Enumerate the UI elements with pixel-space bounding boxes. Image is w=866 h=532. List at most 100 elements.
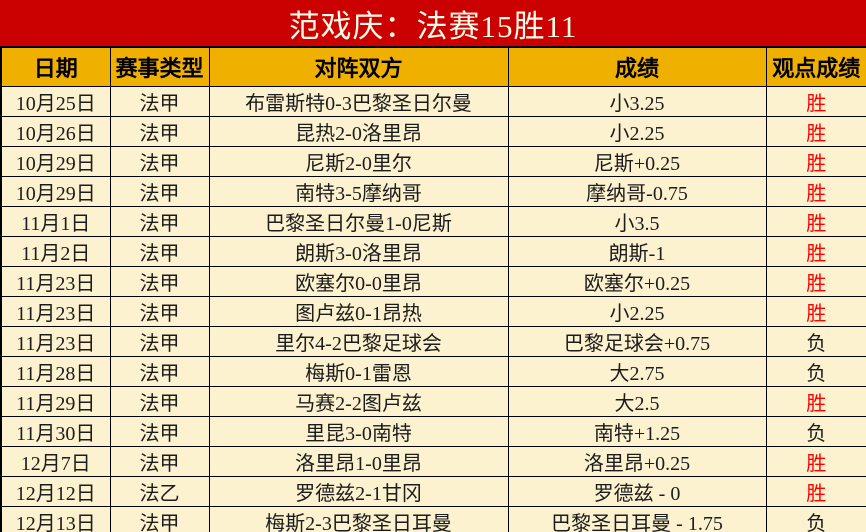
table-row: 11月1日 法甲 巴黎圣日尔曼1-0尼斯 小3.5 胜 bbox=[0, 206, 866, 237]
table-header: 日期 赛事类型 对阵双方 成绩 观点成绩 bbox=[0, 46, 866, 87]
league-cell: 法乙 bbox=[109, 476, 210, 507]
result-cell: 朗斯-1 bbox=[507, 236, 767, 267]
col-header-result: 成绩 bbox=[507, 46, 767, 87]
verdict-cell: 胜 bbox=[765, 116, 866, 147]
table-row: 11月23日 法甲 图卢兹0-1昂热 小2.25 胜 bbox=[0, 296, 866, 327]
verdict-cell: 胜 bbox=[765, 236, 866, 267]
verdict-cell: 胜 bbox=[765, 296, 866, 327]
verdict-cell: 胜 bbox=[765, 386, 866, 417]
verdict-cell: 负 bbox=[765, 506, 866, 532]
match-cell: 朗斯3-0洛里昂 bbox=[208, 236, 509, 267]
verdict-cell: 胜 bbox=[765, 86, 866, 117]
result-cell: 大2.5 bbox=[507, 386, 767, 417]
league-cell: 法甲 bbox=[109, 146, 210, 177]
match-cell: 罗德兹2-1甘冈 bbox=[208, 476, 509, 507]
date-cell: 11月23日 bbox=[0, 326, 111, 357]
verdict-cell: 负 bbox=[765, 356, 866, 387]
table-row: 10月29日 法甲 南特3-5摩纳哥 摩纳哥-0.75 胜 bbox=[0, 176, 866, 207]
result-cell: 巴黎圣日耳曼 - 1.75 bbox=[507, 506, 767, 532]
table-row: 11月2日 法甲 朗斯3-0洛里昂 朗斯-1 胜 bbox=[0, 236, 866, 267]
title-bar: 范戏庆：法赛15胜11 bbox=[0, 0, 866, 46]
result-cell: 小2.25 bbox=[507, 296, 767, 327]
result-cell: 罗德兹 - 0 bbox=[507, 476, 767, 507]
result-cell: 小2.25 bbox=[507, 116, 767, 147]
league-cell: 法甲 bbox=[109, 446, 210, 477]
table-body: 10月25日 法甲 布雷斯特0-3巴黎圣日尔曼 小3.25 胜 10月26日 法… bbox=[0, 86, 866, 532]
page-title: 范戏庆：法赛15胜11 bbox=[288, 8, 578, 44]
date-cell: 12月13日 bbox=[0, 506, 111, 532]
verdict-cell: 胜 bbox=[765, 476, 866, 507]
date-cell: 11月1日 bbox=[0, 206, 111, 237]
result-cell: 巴黎足球会+0.75 bbox=[507, 326, 767, 357]
result-cell: 欧塞尔+0.25 bbox=[507, 266, 767, 297]
col-header-verdict: 观点成绩 bbox=[765, 46, 866, 87]
league-cell: 法甲 bbox=[109, 386, 210, 417]
league-cell: 法甲 bbox=[109, 86, 210, 117]
date-cell: 11月29日 bbox=[0, 386, 111, 417]
match-cell: 马赛2-2图卢兹 bbox=[208, 386, 509, 417]
league-cell: 法甲 bbox=[109, 356, 210, 387]
league-cell: 法甲 bbox=[109, 116, 210, 147]
match-cell: 尼斯2-0里尔 bbox=[208, 146, 509, 177]
verdict-cell: 胜 bbox=[765, 446, 866, 477]
result-cell: 小3.5 bbox=[507, 206, 767, 237]
table-row: 10月26日 法甲 昆热2-0洛里昂 小2.25 胜 bbox=[0, 116, 866, 147]
result-cell: 小3.25 bbox=[507, 86, 767, 117]
header-row: 日期 赛事类型 对阵双方 成绩 观点成绩 bbox=[0, 46, 866, 87]
league-cell: 法甲 bbox=[109, 206, 210, 237]
result-cell: 洛里昂+0.25 bbox=[507, 446, 767, 477]
table-row: 12月13日 法甲 梅斯2-3巴黎圣日耳曼 巴黎圣日耳曼 - 1.75 负 bbox=[0, 506, 866, 532]
date-cell: 11月23日 bbox=[0, 296, 111, 327]
verdict-cell: 胜 bbox=[765, 146, 866, 177]
match-cell: 欧塞尔0-0里昂 bbox=[208, 266, 509, 297]
match-cell: 南特3-5摩纳哥 bbox=[208, 176, 509, 207]
result-cell: 尼斯+0.25 bbox=[507, 146, 767, 177]
match-cell: 梅斯0-1雷恩 bbox=[208, 356, 509, 387]
result-cell: 南特+1.25 bbox=[507, 416, 767, 447]
match-cell: 洛里昂1-0里昂 bbox=[208, 446, 509, 477]
table-row: 10月29日 法甲 尼斯2-0里尔 尼斯+0.25 胜 bbox=[0, 146, 866, 177]
match-cell: 图卢兹0-1昂热 bbox=[208, 296, 509, 327]
table-row: 10月25日 法甲 布雷斯特0-3巴黎圣日尔曼 小3.25 胜 bbox=[0, 86, 866, 117]
table-row: 11月30日 法甲 里昆3-0南特 南特+1.25 负 bbox=[0, 416, 866, 447]
match-cell: 布雷斯特0-3巴黎圣日尔曼 bbox=[208, 86, 509, 117]
match-cell: 里昆3-0南特 bbox=[208, 416, 509, 447]
table-row: 11月28日 法甲 梅斯0-1雷恩 大2.75 负 bbox=[0, 356, 866, 387]
table-row: 12月12日 法乙 罗德兹2-1甘冈 罗德兹 - 0 胜 bbox=[0, 476, 866, 507]
col-header-match: 对阵双方 bbox=[208, 46, 509, 87]
table-row: 12月7日 法甲 洛里昂1-0里昂 洛里昂+0.25 胜 bbox=[0, 446, 866, 477]
league-cell: 法甲 bbox=[109, 296, 210, 327]
date-cell: 11月2日 bbox=[0, 236, 111, 267]
verdict-cell: 负 bbox=[765, 326, 866, 357]
match-cell: 梅斯2-3巴黎圣日耳曼 bbox=[208, 506, 509, 532]
match-cell: 里尔4-2巴黎足球会 bbox=[208, 326, 509, 357]
verdict-cell: 负 bbox=[765, 416, 866, 447]
league-cell: 法甲 bbox=[109, 236, 210, 267]
result-cell: 大2.75 bbox=[507, 356, 767, 387]
verdict-cell: 胜 bbox=[765, 266, 866, 297]
col-header-league: 赛事类型 bbox=[109, 46, 210, 87]
date-cell: 11月23日 bbox=[0, 266, 111, 297]
date-cell: 12月12日 bbox=[0, 476, 111, 507]
col-header-date: 日期 bbox=[0, 46, 111, 87]
table-row: 11月23日 法甲 里尔4-2巴黎足球会 巴黎足球会+0.75 负 bbox=[0, 326, 866, 357]
table-row: 11月23日 法甲 欧塞尔0-0里昂 欧塞尔+0.25 胜 bbox=[0, 266, 866, 297]
league-cell: 法甲 bbox=[109, 326, 210, 357]
results-table: 日期 赛事类型 对阵双方 成绩 观点成绩 10月25日 法甲 布雷斯特0-3巴黎… bbox=[0, 46, 866, 532]
date-cell: 12月7日 bbox=[0, 446, 111, 477]
date-cell: 10月26日 bbox=[0, 116, 111, 147]
date-cell: 11月28日 bbox=[0, 356, 111, 387]
league-cell: 法甲 bbox=[109, 506, 210, 532]
date-cell: 10月25日 bbox=[0, 86, 111, 117]
match-cell: 巴黎圣日尔曼1-0尼斯 bbox=[208, 206, 509, 237]
table-row: 11月29日 法甲 马赛2-2图卢兹 大2.5 胜 bbox=[0, 386, 866, 417]
match-cell: 昆热2-0洛里昂 bbox=[208, 116, 509, 147]
league-cell: 法甲 bbox=[109, 266, 210, 297]
verdict-cell: 胜 bbox=[765, 176, 866, 207]
date-cell: 10月29日 bbox=[0, 176, 111, 207]
league-cell: 法甲 bbox=[109, 416, 210, 447]
date-cell: 11月30日 bbox=[0, 416, 111, 447]
verdict-cell: 胜 bbox=[765, 206, 866, 237]
date-cell: 10月29日 bbox=[0, 146, 111, 177]
league-cell: 法甲 bbox=[109, 176, 210, 207]
